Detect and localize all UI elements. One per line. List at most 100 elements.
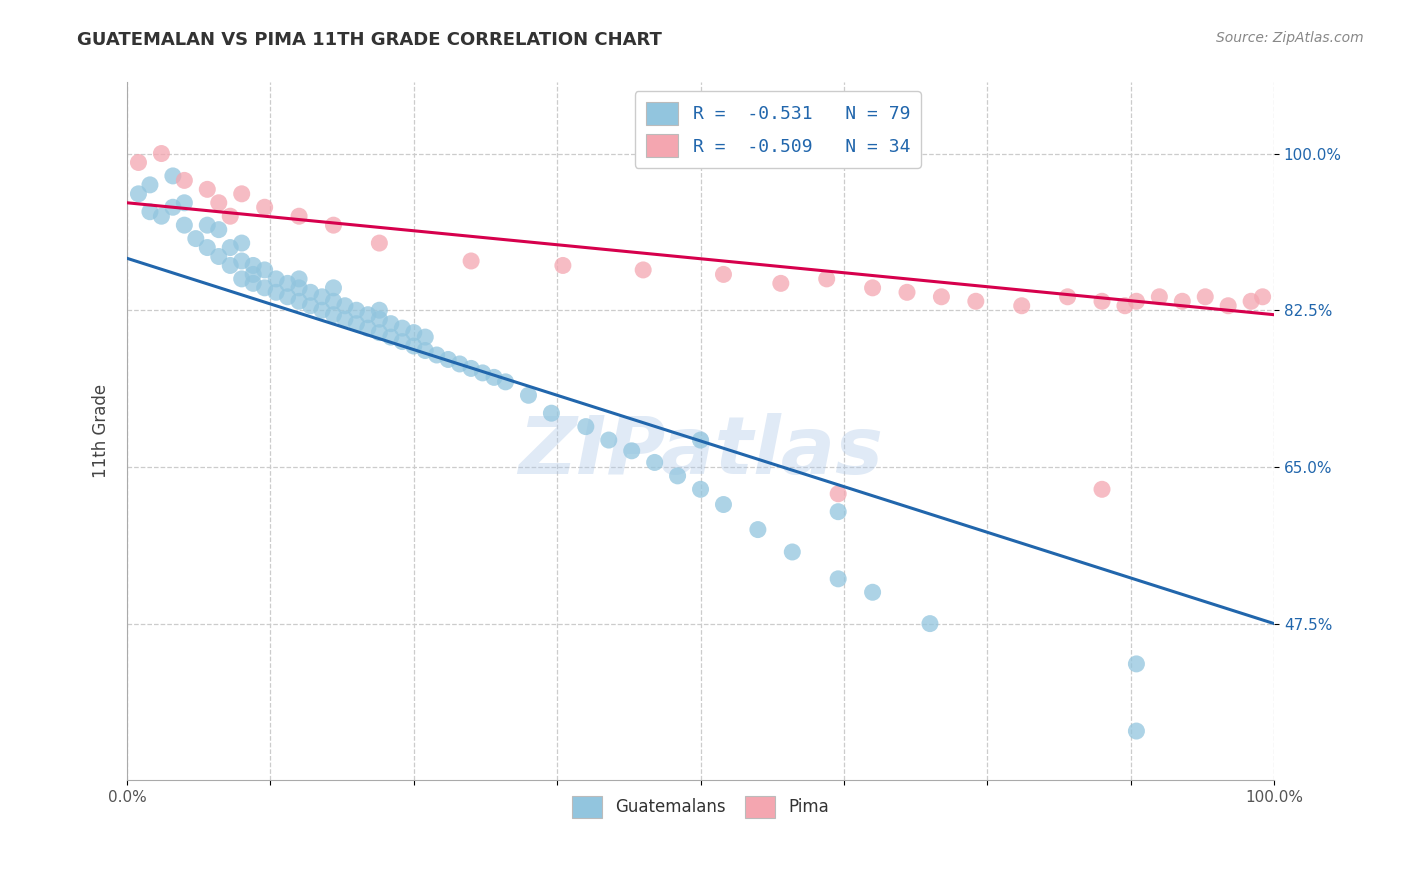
Point	[162, 169, 184, 183]
Point	[311, 303, 333, 318]
Point	[471, 366, 494, 380]
Point	[460, 254, 482, 268]
Point	[620, 443, 643, 458]
Point	[242, 277, 264, 291]
Point	[344, 317, 367, 331]
Point	[495, 375, 517, 389]
Point	[862, 585, 884, 599]
Point	[231, 235, 253, 250]
Point	[460, 361, 482, 376]
Point	[173, 218, 195, 232]
Point	[931, 290, 953, 304]
Point	[368, 235, 391, 250]
Point	[644, 455, 666, 469]
Point	[1251, 290, 1274, 304]
Point	[769, 277, 792, 291]
Point	[689, 433, 711, 447]
Point	[264, 272, 287, 286]
Point	[264, 285, 287, 300]
Point	[322, 308, 344, 322]
Point	[195, 218, 218, 232]
Point	[242, 259, 264, 273]
Point	[827, 572, 849, 586]
Point	[1091, 294, 1114, 309]
Legend: Guatemalans, Pima: Guatemalans, Pima	[565, 789, 837, 824]
Point	[288, 209, 311, 223]
Point	[1149, 290, 1171, 304]
Point	[827, 487, 849, 501]
Point	[150, 146, 173, 161]
Point	[322, 294, 344, 309]
Point	[368, 303, 391, 318]
Point	[162, 200, 184, 214]
Point	[713, 498, 735, 512]
Point	[1171, 294, 1194, 309]
Point	[195, 241, 218, 255]
Point	[413, 330, 436, 344]
Point	[288, 294, 311, 309]
Point	[402, 339, 425, 353]
Point	[1056, 290, 1078, 304]
Point	[517, 388, 540, 402]
Point	[666, 468, 689, 483]
Point	[965, 294, 987, 309]
Point	[551, 259, 574, 273]
Point	[368, 326, 391, 340]
Point	[219, 209, 242, 223]
Point	[1125, 294, 1147, 309]
Point	[208, 222, 231, 236]
Point	[173, 195, 195, 210]
Point	[426, 348, 449, 362]
Point	[827, 505, 849, 519]
Point	[231, 186, 253, 201]
Point	[333, 312, 356, 326]
Point	[219, 241, 242, 255]
Point	[299, 299, 322, 313]
Point	[242, 268, 264, 282]
Point	[253, 200, 276, 214]
Point	[1125, 657, 1147, 671]
Point	[1240, 294, 1263, 309]
Point	[184, 231, 207, 245]
Point	[368, 312, 391, 326]
Point	[862, 281, 884, 295]
Point	[1125, 724, 1147, 739]
Point	[918, 616, 941, 631]
Point	[1218, 299, 1240, 313]
Point	[1114, 299, 1136, 313]
Text: ZIPatlas: ZIPatlas	[517, 413, 883, 491]
Point	[344, 303, 367, 318]
Point	[288, 272, 311, 286]
Point	[689, 483, 711, 497]
Text: Source: ZipAtlas.com: Source: ZipAtlas.com	[1216, 31, 1364, 45]
Point	[299, 285, 322, 300]
Point	[380, 330, 402, 344]
Point	[1011, 299, 1033, 313]
Point	[173, 173, 195, 187]
Point	[208, 250, 231, 264]
Point	[208, 195, 231, 210]
Point	[631, 263, 654, 277]
Point	[575, 419, 598, 434]
Point	[402, 326, 425, 340]
Point	[782, 545, 804, 559]
Point	[219, 259, 242, 273]
Point	[713, 268, 735, 282]
Point	[277, 290, 299, 304]
Point	[391, 321, 413, 335]
Point	[896, 285, 918, 300]
Point	[380, 317, 402, 331]
Point	[277, 277, 299, 291]
Point	[322, 281, 344, 295]
Point	[357, 321, 380, 335]
Point	[413, 343, 436, 358]
Point	[482, 370, 505, 384]
Point	[139, 204, 162, 219]
Point	[815, 272, 838, 286]
Y-axis label: 11th Grade: 11th Grade	[93, 384, 110, 478]
Point	[540, 406, 562, 420]
Point	[437, 352, 460, 367]
Point	[127, 155, 149, 169]
Point	[747, 523, 769, 537]
Point	[127, 186, 149, 201]
